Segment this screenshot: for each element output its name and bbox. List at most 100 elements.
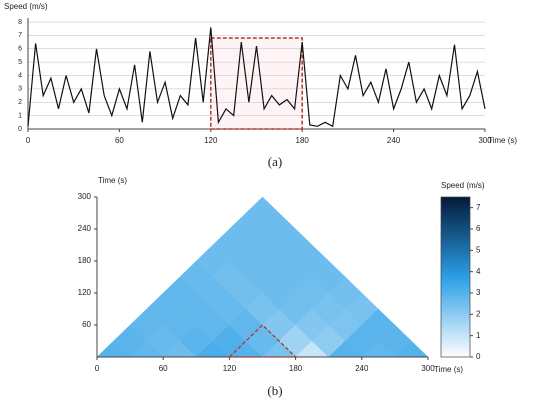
colorbar-step	[441, 353, 470, 356]
colorbar-step	[441, 239, 470, 242]
colorbar-step	[441, 271, 470, 274]
x-tick-label: 180	[296, 136, 310, 145]
colorbar-step	[441, 307, 470, 310]
x-axis-label: Time (s)	[488, 136, 517, 145]
y-tick-label: 60	[82, 320, 91, 329]
colorbar-step	[441, 205, 470, 208]
heatmap	[97, 196, 429, 357]
colorbar-step	[441, 313, 470, 316]
y-tick-label: 2	[18, 99, 22, 106]
colorbar-tick-label: 2	[476, 309, 481, 318]
colorbar-step	[441, 309, 470, 312]
y-tick-label: 300	[78, 192, 92, 201]
colorbar-step	[441, 233, 470, 236]
colorbar-step	[441, 211, 470, 214]
panel-label: (a)	[268, 154, 282, 169]
colorbar-step	[441, 333, 470, 336]
colorbar-tick-label: 0	[476, 352, 481, 361]
colorbar-step	[441, 299, 470, 302]
speed-line	[27, 27, 486, 128]
colorbar-step	[441, 325, 470, 328]
x-tick-label: 60	[115, 136, 124, 145]
x-tick-label: 300	[421, 364, 435, 373]
colorbar-tick-label: 5	[476, 245, 481, 254]
heat-cell	[162, 340, 197, 357]
x-axis-label: Time (s)	[434, 365, 463, 374]
colorbar-step	[441, 343, 470, 346]
colorbar-step	[441, 311, 470, 314]
x-tick-label: 120	[223, 364, 237, 373]
colorbar-step	[441, 341, 470, 344]
colorbar-step	[441, 217, 470, 220]
colorbar-step	[441, 273, 470, 276]
x-tick-label: 0	[95, 364, 100, 373]
y-tick-label: 5	[18, 59, 22, 66]
colorbar-step	[441, 209, 470, 212]
colorbar-step	[441, 347, 470, 350]
colorbar-step	[441, 281, 470, 284]
colorbar-step	[441, 251, 470, 254]
colorbar-step	[441, 227, 470, 230]
heat-cell	[195, 340, 230, 357]
colorbar-step	[441, 323, 470, 326]
y-tick-label: 180	[78, 256, 92, 265]
y-tick-label: 7	[18, 32, 22, 39]
colorbar-step	[441, 255, 470, 258]
colorbar-step	[441, 219, 470, 222]
highlight-triangle	[227, 324, 298, 358]
colorbar-step	[441, 249, 470, 252]
colorbar-step	[441, 237, 470, 240]
colorbar-step	[441, 247, 470, 250]
colorbar-step	[441, 315, 470, 318]
y-tick-label: 240	[78, 224, 92, 233]
colorbar-step	[441, 231, 470, 234]
colorbar-step	[441, 241, 470, 244]
colorbar-step	[441, 351, 470, 354]
colorbar-step	[441, 289, 470, 292]
highlight-box	[210, 37, 303, 130]
heat-cell	[394, 340, 429, 357]
colorbar-step	[441, 267, 470, 270]
colorbar-step	[441, 293, 470, 296]
y-tick-label: 0	[18, 126, 22, 133]
colorbar-step	[441, 287, 470, 290]
colorbar-step	[441, 295, 470, 298]
colorbar-step	[441, 291, 470, 294]
colorbar-step	[441, 197, 470, 200]
colorbar-step	[441, 297, 470, 300]
colorbar-step	[441, 303, 470, 306]
heat-cell	[328, 340, 363, 357]
y-tick-label: 1	[18, 112, 22, 119]
y-axis-label: Speed (m/s)	[4, 2, 48, 11]
colorbar-step	[441, 317, 470, 320]
colorbar-tick-label: 3	[476, 288, 481, 297]
colorbar-tick-label: 7	[476, 203, 481, 212]
heat-cell	[295, 340, 330, 357]
colorbar-tick-label: 6	[476, 224, 481, 233]
x-tick-label: 240	[387, 136, 401, 145]
colorbar-step	[441, 263, 470, 266]
y-tick-label: 6	[18, 46, 22, 53]
colorbar-step	[441, 285, 470, 288]
colorbar-step	[441, 345, 470, 348]
colorbar-step	[441, 221, 470, 224]
colorbar-step	[441, 321, 470, 324]
x-tick-label: 0	[26, 136, 31, 145]
x-tick-label: 180	[289, 364, 303, 373]
x-tick-label: 120	[204, 136, 218, 145]
colorbar-step	[441, 223, 470, 226]
colorbar-step	[441, 277, 470, 280]
colorbar-step	[441, 329, 470, 332]
colorbar-frame	[440, 196, 471, 358]
colorbar-step	[441, 339, 470, 342]
x-tick-label: 300	[478, 136, 492, 145]
colorbar-step	[441, 337, 470, 340]
x-tick-label: 240	[355, 364, 369, 373]
colorbar-step	[441, 301, 470, 304]
y-tick-label: 3	[18, 86, 22, 93]
colorbar-step	[441, 215, 470, 218]
heat-cell	[262, 340, 296, 357]
colorbar-step	[441, 265, 470, 268]
colorbar-step	[441, 331, 470, 334]
